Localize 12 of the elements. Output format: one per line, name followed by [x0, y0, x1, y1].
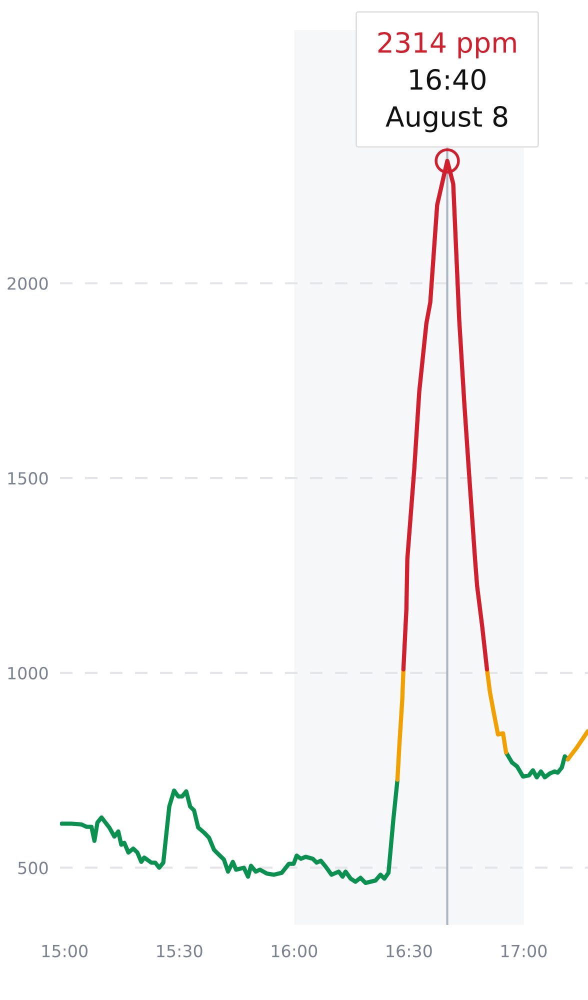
x-tick-label: 15:30 [157, 944, 202, 958]
annotation: August 8 [386, 106, 508, 132]
y-tick-label: 1000 [8, 666, 48, 680]
y-tick-label: 500 [18, 862, 48, 874]
x-tick-label: 16:00 [272, 944, 318, 958]
x-tick-label: 16:30 [386, 944, 432, 958]
y-tick-label: 2000 [8, 277, 48, 290]
x-tick-label: 17:00 [502, 944, 547, 958]
y-tick-label: 1500 [8, 472, 48, 485]
annotation: 2314 ppm [378, 32, 516, 58]
annotation: 16:40 [410, 68, 486, 90]
x-tick-label: 15:00 [42, 944, 88, 958]
